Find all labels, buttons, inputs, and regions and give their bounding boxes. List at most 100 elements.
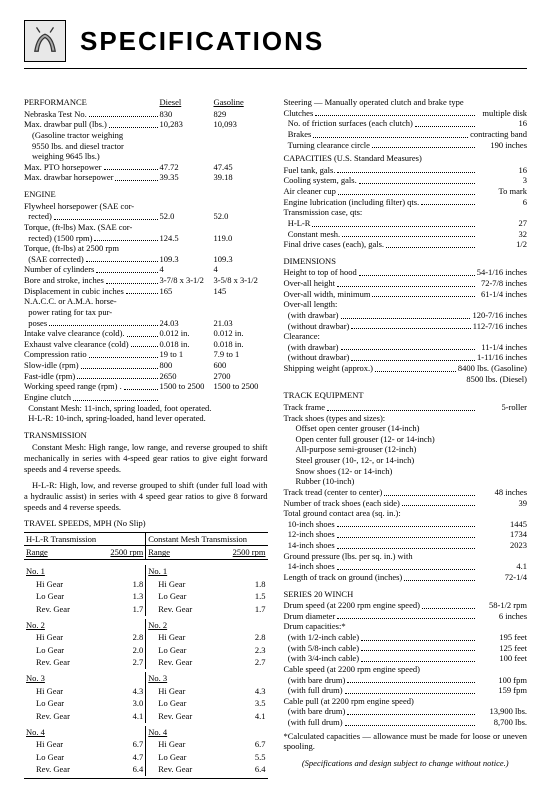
cap-heading: CAPACITIES (U.S. Standard Measures) (284, 153, 528, 164)
gear-row: Lo Gear1.3Lo Gear1.5 (24, 590, 268, 603)
spec-row: Slow-idle (rpm)800600 (24, 360, 268, 371)
gear-row: Rev. Gear2.7Rev. Gear2.7 (24, 656, 268, 669)
perf-heading: PERFORMANCE (24, 97, 87, 108)
left-column: PERFORMANCE Diesel Gasoline Nebraska Tes… (24, 97, 268, 779)
spec-row: N.A.C.C. or A.M.A. horse- (24, 296, 268, 307)
spec-row: Intake valve clearance (cold).0.012 in.0… (24, 328, 268, 339)
spec-row: Number of cylinders44 (24, 264, 268, 275)
spec-row: Track shoes (types and sizes): (284, 413, 528, 424)
spec-row: Height to top of hood54-1/16 inches (284, 267, 528, 278)
col-gas: Gasoline (214, 97, 268, 109)
spec-row: Track tread (center to center)48 inches (284, 487, 528, 498)
spec-row: Constant mesh.32 (284, 229, 528, 240)
content-columns: PERFORMANCE Diesel Gasoline Nebraska Tes… (24, 97, 527, 779)
clutch-line2: H-L-R: 10-inch, spring-loaded, hand leve… (24, 413, 268, 424)
spec-row: Flywheel horsepower (SAE cor- (24, 201, 268, 212)
spec-row: Number of track shoes (each side)39 (284, 498, 528, 509)
spec-row: Length of track on ground (inches)72-1/4 (284, 572, 528, 583)
spec-row: (with full drum)8,700 lbs. (284, 717, 528, 728)
spec-row: Over-all length: (284, 299, 528, 310)
spec-row: Exhaust valve clearance (cold)0.018 in.0… (24, 339, 268, 350)
winch-note: *Calculated capacities — allowance must … (284, 731, 528, 752)
gear-row: Hi Gear2.8Hi Gear2.8 (24, 631, 268, 644)
spec-row: (with full drum)159 fpm (284, 685, 528, 696)
gear-group: No. 3No. 3Hi Gear4.3Hi Gear4.3Lo Gear3.0… (24, 672, 268, 723)
spec-row: Max. drawbar horsepower39.3539.18 (24, 172, 268, 183)
spec-row: 14-inch shoes2023 (284, 540, 528, 551)
gear-row: Lo Gear2.0Lo Gear2.3 (24, 644, 268, 657)
steering-line: Steering — Manually operated clutch and … (284, 97, 528, 108)
clutch-line1: Constant Mesh: 11-inch, spring loaded, f… (24, 403, 268, 414)
spec-row: Torque, (ft-lbs) Max. (SAE cor- (24, 222, 268, 233)
spec-row: Cable speed (at 2200 rpm engine speed) (284, 664, 528, 675)
spec-row: power rating for tax pur- (24, 307, 268, 318)
travel-heading: TRAVEL SPEEDS, MPH (No Slip) (24, 518, 268, 529)
spec-row: Torque, (ft-lbs) at 2500 rpm (24, 243, 268, 254)
deer-logo (24, 20, 66, 62)
track-type: Open center full grouser (12- or 14-inch… (296, 434, 528, 445)
gear-group: No. 1No. 1Hi Gear1.8Hi Gear1.8Lo Gear1.3… (24, 565, 268, 616)
spec-row: Max. PTO horsepower47.7247.45 (24, 162, 268, 173)
spec-row: 8500 lbs. (Diesel) (284, 374, 528, 385)
spec-row: Over-all height72-7/8 inches (284, 278, 528, 289)
spec-row: Fuel tank, gals.16 (284, 165, 528, 176)
spec-row: Max. drawbar pull (lbs.)10,28310,093 (24, 119, 268, 130)
spec-row: Drum capacities:* (284, 621, 528, 632)
spec-row: (with bare drum)13,900 lbs. (284, 706, 528, 717)
track-type: Steel grouser (10-, 12-, or 14-inch) (296, 455, 528, 466)
gear-row: Hi Gear6.7Hi Gear6.7 (24, 738, 268, 751)
trans-p1: Constant Mesh: High range, low range, an… (24, 442, 268, 474)
winch-heading: SERIES 20 WINCH (284, 589, 528, 600)
spec-row: (with drawbar)120-7/16 inches (284, 310, 528, 321)
spec-row: Transmission case, qts: (284, 207, 528, 218)
spec-row: Shipping weight (approx.)8400 lbs. (Gaso… (284, 363, 528, 374)
spec-row: Total ground contact area (sq. in.): (284, 508, 528, 519)
spec-row: 12-inch shoes1734 (284, 529, 528, 540)
track-heading: TRACK EQUIPMENT (284, 390, 528, 401)
track-type: Rubber (10-inch) (296, 476, 528, 487)
gear-row: Rev. Gear6.4Rev. Gear6.4 (24, 763, 268, 776)
track-type: Snow shoes (12- or 14-inch) (296, 466, 528, 477)
page-title: SPECIFICATIONS (80, 25, 324, 58)
gear-row: Rev. Gear4.1Rev. Gear4.1 (24, 710, 268, 723)
gear-group: No. 4No. 4Hi Gear6.7Hi Gear6.7Lo Gear4.7… (24, 726, 268, 777)
spec-row: Compression ratio19 to 17.9 to 1 (24, 349, 268, 360)
spec-row: Bore and stroke, inches3-7/8 x 3-1/23-5/… (24, 275, 268, 286)
track-type: All-purpose semi-grouser (12-inch) (296, 444, 528, 455)
spec-row: (with 3/4-inch cable)100 feet (284, 653, 528, 664)
spec-row: Ground pressure (lbs. per sq. in.) with (284, 551, 528, 562)
spec-row: Clearance: (284, 331, 528, 342)
gear-row: Lo Gear4.7Lo Gear5.5 (24, 751, 268, 764)
spec-row: Fast-idle (rpm)26502700 (24, 371, 268, 382)
spec-row: H-L-R27 (284, 218, 528, 229)
right-column: Steering — Manually operated clutch and … (284, 97, 528, 779)
spec-row: Working speed range (rpm) .1500 to 25001… (24, 381, 268, 392)
spec-row: 14-inch shoes4.1 (284, 561, 528, 572)
spec-row: (without drawbar)1-11/16 inches (284, 352, 528, 363)
spec-row: Cooling system, gals.3 (284, 175, 528, 186)
gear-row: Rev. Gear1.7Rev. Gear1.7 (24, 603, 268, 616)
spec-row: (with bare drum)100 fpm (284, 675, 528, 686)
gear-row: Hi Gear4.3Hi Gear4.3 (24, 685, 268, 698)
spec-row: Engine lubrication (including filter) qt… (284, 197, 528, 208)
engine-heading: ENGINE (24, 189, 268, 200)
track-type: Offset open center grouser (14-inch) (296, 423, 528, 434)
footer-note: (Specifications and design subject to ch… (284, 758, 528, 769)
spec-row: (with 1/2-inch cable)195 feet (284, 632, 528, 643)
spec-row: Air cleaner cupTo mark (284, 186, 528, 197)
trans-p2: H-L-R: High, low, and reverse grouped to… (24, 480, 268, 512)
spec-row: poses24.0321.03 (24, 318, 268, 329)
spec-row: rected) (1500 rpm)124.5119.0 (24, 233, 268, 244)
spec-row: Track frame5-roller (284, 402, 528, 413)
trans-heading: TRANSMISSION (24, 430, 268, 441)
spec-row: Over-all width, minimum61-1/4 inches (284, 289, 528, 300)
spec-row: Engine clutch (24, 392, 268, 403)
dim-heading: DIMENSIONS (284, 256, 528, 267)
spec-row: Displacement in cubic inches165145 (24, 286, 268, 297)
spec-row: (with drawbar)11-1/4 inches (284, 342, 528, 353)
spec-row: Nebraska Test No.830829 (24, 109, 268, 120)
col-diesel: Diesel (160, 97, 214, 109)
spec-row: Cable pull (at 2200 rpm engine speed) (284, 696, 528, 707)
spec-row: Drum speed (at 2200 rpm engine speed)58-… (284, 600, 528, 611)
spec-row: 10-inch shoes1445 (284, 519, 528, 530)
